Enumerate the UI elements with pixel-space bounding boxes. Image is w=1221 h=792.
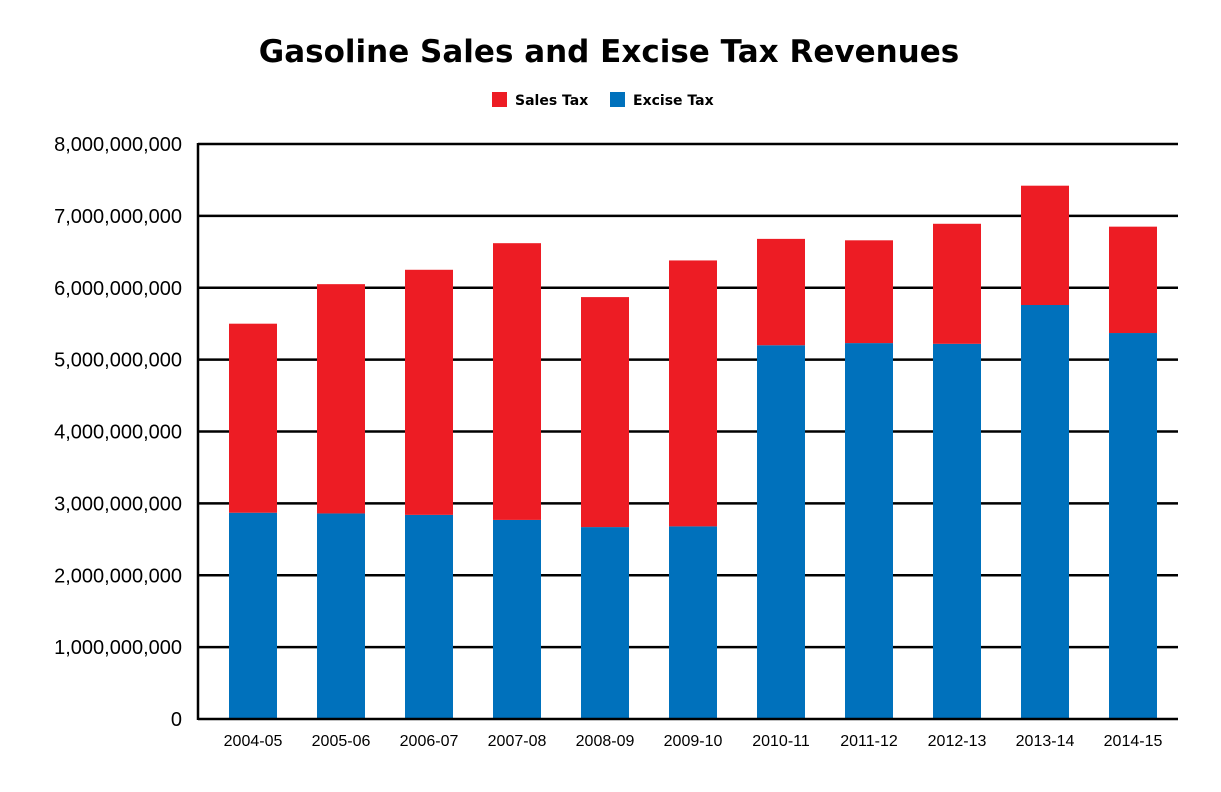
y-tick-label: 1,000,000,000 xyxy=(54,637,182,659)
bar-excise-tax-2014-15 xyxy=(1109,333,1157,719)
bar-excise-tax-2013-14 xyxy=(1021,305,1069,719)
bars xyxy=(229,185,1157,719)
x-tick-label: 2004-05 xyxy=(224,733,283,750)
bar-excise-tax-2006-07 xyxy=(405,514,453,719)
y-tick-label: 3,000,000,000 xyxy=(54,493,182,515)
bar-sales-tax-2007-08 xyxy=(493,243,541,520)
bar-excise-tax-2008-09 xyxy=(581,527,629,719)
bar-sales-tax-2011-12 xyxy=(845,240,893,344)
legend-swatch-sales-tax xyxy=(492,92,507,107)
legend: Sales Tax Excise Tax xyxy=(492,92,714,109)
bar-excise-tax-2010-11 xyxy=(757,345,805,719)
bar-excise-tax-2009-10 xyxy=(669,526,717,719)
bar-sales-tax-2008-09 xyxy=(581,297,629,528)
legend-label-excise-tax: Excise Tax xyxy=(633,93,714,109)
y-tick-label: 7,000,000,000 xyxy=(54,206,182,228)
y-tick-label: 0 xyxy=(171,709,182,731)
bar-excise-tax-2004-05 xyxy=(229,512,277,719)
bar-sales-tax-2006-07 xyxy=(405,269,453,515)
bar-excise-tax-2012-13 xyxy=(933,343,981,719)
y-tick-label: 8,000,000,000 xyxy=(54,134,182,156)
y-axis-tick-labels: 0 1,000,000,000 2,000,000,000 3,000,000,000… xyxy=(54,134,182,731)
bar-sales-tax-2009-10 xyxy=(669,260,717,527)
y-tick-label: 6,000,000,000 xyxy=(54,278,182,300)
legend-swatch-excise-tax xyxy=(610,92,625,107)
chart-title: Gasoline Sales and Excise Tax Revenues xyxy=(259,34,959,70)
bar-excise-tax-2005-06 xyxy=(317,513,365,719)
x-tick-label: 2012-13 xyxy=(928,733,987,750)
bar-sales-tax-2012-13 xyxy=(933,223,981,344)
bar-sales-tax-2014-15 xyxy=(1109,226,1157,334)
y-tick-label: 4,000,000,000 xyxy=(54,422,182,444)
x-tick-label: 2014-15 xyxy=(1104,733,1163,750)
x-tick-label: 2006-07 xyxy=(400,733,459,750)
x-tick-label: 2008-09 xyxy=(576,733,635,750)
y-tick-label: 5,000,000,000 xyxy=(54,350,182,372)
bar-sales-tax-2004-05 xyxy=(229,323,277,513)
x-tick-label: 2005-06 xyxy=(312,733,371,750)
x-tick-label: 2007-08 xyxy=(488,733,547,750)
bar-sales-tax-2010-11 xyxy=(757,238,805,346)
axes xyxy=(196,143,1178,721)
bar-excise-tax-2007-08 xyxy=(493,519,541,719)
x-tick-label: 2011-12 xyxy=(840,733,898,750)
bar-sales-tax-2013-14 xyxy=(1021,185,1069,305)
x-axis-tick-labels: 2004-05 2005-06 2006-07 2007-08 2008-09 2009-… xyxy=(224,733,1163,750)
x-tick-label: 2009-10 xyxy=(664,733,723,750)
x-tick-label: 2013-14 xyxy=(1016,733,1075,750)
y-tick-label: 2,000,000,000 xyxy=(54,565,182,587)
x-tick-label: 2010-11 xyxy=(752,733,810,750)
bar-excise-tax-2011-12 xyxy=(845,343,893,719)
bar-sales-tax-2005-06 xyxy=(317,284,365,514)
legend-label-sales-tax: Sales Tax xyxy=(515,93,588,109)
